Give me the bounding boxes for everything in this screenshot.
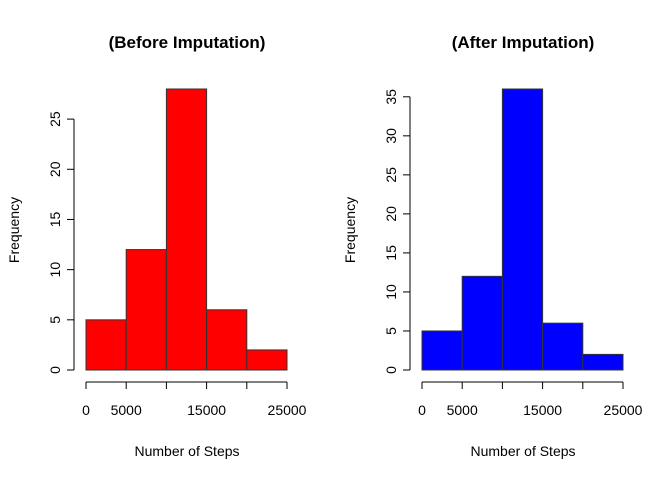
panel-title: (After Imputation): [452, 33, 595, 52]
y-tick-label: 30: [383, 128, 399, 144]
x-tick-label: 25000: [604, 402, 643, 418]
y-tick-label: 35: [383, 89, 399, 105]
y-axis-label: Frequency: [342, 197, 358, 263]
x-tick-label: 0: [418, 402, 426, 418]
y-axis-label: Frequency: [6, 197, 22, 263]
y-tick-label: 15: [383, 245, 399, 261]
after-imputation-panel: (After Imputation) Number of Steps Frequ…: [342, 33, 643, 459]
y-tick-label: 20: [47, 161, 63, 177]
y-axis: 0 5 10 15 20 25 30 35: [383, 89, 411, 374]
before-imputation-panel: (Before Imputation) Number of Steps Freq…: [6, 33, 307, 459]
bars: [85, 88, 288, 371]
y-tick-label: 15: [47, 211, 63, 227]
histogram-bar: [542, 322, 584, 371]
x-axis-label: Number of Steps: [134, 443, 239, 459]
bars: [421, 88, 624, 371]
x-axis: 0 5000 15000 25000: [418, 381, 643, 418]
x-tick-label: 0: [82, 402, 90, 418]
x-tick-label: 5000: [447, 402, 478, 418]
x-tick-label: 15000: [187, 402, 226, 418]
x-tick-label: 15000: [523, 402, 562, 418]
histogram-bar: [206, 309, 248, 371]
histogram-bar: [165, 88, 208, 371]
x-axis: 0 5000 15000 25000: [82, 381, 307, 418]
panel-title: (Before Imputation): [109, 33, 266, 52]
y-tick-label: 5: [383, 327, 399, 335]
y-tick-label: 20: [383, 206, 399, 222]
y-tick-label: 5: [47, 316, 63, 324]
y-tick-label: 25: [47, 111, 63, 127]
y-axis: 0 5 10 15 20 25: [47, 111, 75, 374]
histogram-bar: [85, 319, 127, 371]
histogram-bar: [421, 330, 463, 371]
histogram-bar: [461, 275, 503, 371]
y-tick-label: 10: [47, 262, 63, 278]
y-tick-label: 25: [383, 167, 399, 183]
x-axis-label: Number of Steps: [470, 443, 575, 459]
histogram-bar: [582, 353, 624, 371]
y-tick-label: 0: [47, 366, 63, 374]
y-tick-label: 0: [383, 366, 399, 374]
histogram-bar: [246, 349, 288, 371]
histogram-bar: [501, 88, 544, 371]
y-tick-label: 10: [383, 284, 399, 300]
x-tick-label: 25000: [268, 402, 307, 418]
histogram-bar: [125, 249, 167, 371]
x-tick-label: 5000: [111, 402, 142, 418]
